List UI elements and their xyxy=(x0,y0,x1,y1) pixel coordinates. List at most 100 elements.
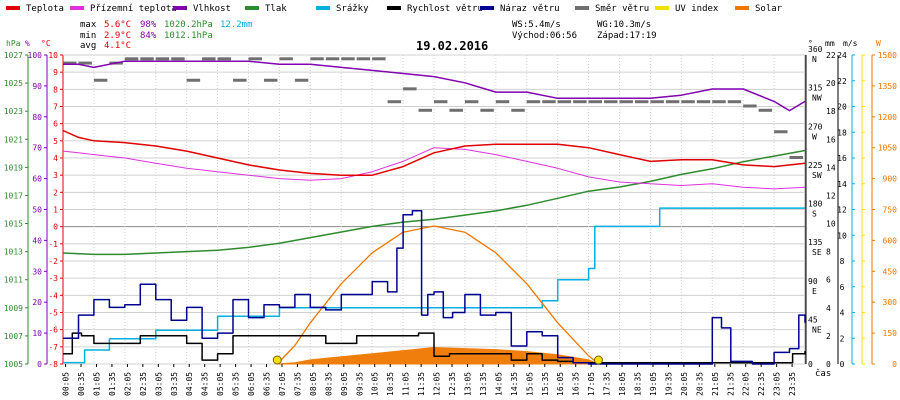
humidity-axis-tick-label: 20 xyxy=(32,298,42,307)
sunset-marker xyxy=(593,355,603,365)
legend-swatch xyxy=(655,6,669,10)
x-tick-label: 19:35 xyxy=(664,372,673,396)
wind-tick-label: 14 xyxy=(837,180,847,189)
temperature-axis-tick-label: 8 xyxy=(53,85,58,94)
direction-tick-label: 225 xyxy=(808,161,823,170)
pressure-axis-tick-label: 1007 xyxy=(4,332,23,341)
wind-direction-mark xyxy=(495,100,510,104)
solar-tick-label: 150 xyxy=(883,329,898,338)
wind-tick-label: 4 xyxy=(840,309,845,318)
x-tick-label: 08:05 xyxy=(309,372,318,396)
stat-min-label: min xyxy=(80,31,96,41)
legend-label: Tlak xyxy=(265,4,287,14)
wind-direction-mark xyxy=(449,108,463,112)
x-tick-label: 22:05 xyxy=(742,372,751,396)
direction-tick-label: SE xyxy=(812,248,822,257)
x-tick-label: 01:05 xyxy=(93,372,102,396)
humidity-axis-tick-label: 30 xyxy=(32,267,42,276)
pressure-axis-tick-label: 1005 xyxy=(4,360,23,369)
x-tick-label: 04:05 xyxy=(185,372,194,396)
x-tick-label: 11:35 xyxy=(417,372,426,396)
wind-direction-mark xyxy=(789,156,803,159)
rain-tick-label: 6 xyxy=(826,276,831,285)
solar-tick-label: 0 xyxy=(892,360,897,369)
direction-tick-label: 270 xyxy=(808,122,823,131)
wind-direction-mark xyxy=(217,57,232,61)
x-tick-label: 17:05 xyxy=(587,372,596,396)
legend-swatch xyxy=(387,6,401,10)
wind-direction-mark xyxy=(78,61,92,65)
wind-tick-label: 24 xyxy=(837,51,847,60)
humidity-axis-tick-label: 10 xyxy=(32,329,42,338)
x-tick-label: 01:35 xyxy=(108,372,117,396)
wind-direction-mark xyxy=(403,87,417,91)
wind-speed-line xyxy=(63,332,806,364)
wind-direction-mark xyxy=(743,104,757,108)
x-tick-label: 18:05 xyxy=(618,372,627,396)
stat-max-humidity: 98% xyxy=(140,20,157,30)
legend-swatch xyxy=(6,6,20,10)
wind-direction-mark xyxy=(124,57,139,61)
wind-direction-mark xyxy=(310,57,324,61)
legend-label: Srážky xyxy=(336,4,369,14)
x-tick-label: 09:35 xyxy=(355,372,364,396)
x-tick-label: 23:35 xyxy=(788,372,797,396)
stat-avg-label: avg xyxy=(80,41,96,51)
legend-label: Rychlost větru xyxy=(407,4,483,14)
legend-swatch xyxy=(316,6,330,10)
rain-tick-label: 22 xyxy=(826,51,836,60)
x-axis-label: čas xyxy=(815,368,831,379)
direction-tick-label: W xyxy=(812,132,817,141)
direction-tick-label: 0 xyxy=(808,360,813,369)
x-tick-label: 15:35 xyxy=(541,372,550,396)
x-tick-label: 05:35 xyxy=(232,372,241,396)
solar-tick-label: 900 xyxy=(883,175,898,184)
legend-label: Přízemní teplota xyxy=(90,4,177,14)
x-tick-label: 23:05 xyxy=(773,372,782,396)
legend-swatch xyxy=(245,6,259,10)
wind-direction-mark xyxy=(526,100,541,104)
legend-label: Teplota xyxy=(26,4,64,14)
legend-swatch xyxy=(735,6,749,10)
chart-title: 19.02.2016 xyxy=(416,39,488,53)
temperature-line xyxy=(62,129,806,176)
temperature-axis-tick-label: -2 xyxy=(48,257,58,266)
wind-direction-mark xyxy=(511,108,525,112)
wind-gust-line xyxy=(63,210,806,365)
legend-label: Solar xyxy=(755,4,783,14)
solar-tick-label: 1200 xyxy=(878,113,897,122)
wind-direction-mark xyxy=(681,100,695,104)
temperature-axis-tick-label: -3 xyxy=(48,274,58,283)
wind-axis-unit: m/s xyxy=(843,39,858,48)
temperature-axis-tick-label: -7 xyxy=(48,343,58,352)
solar-tick-label: 300 xyxy=(883,298,898,307)
wind-direction-mark xyxy=(727,100,742,104)
x-tick-label: 06:05 xyxy=(247,372,256,396)
pressure-axis-tick-label: 1027 xyxy=(4,51,23,60)
pressure-axis-tick-label: 1017 xyxy=(4,191,23,200)
x-tick-label: 06:35 xyxy=(263,372,272,396)
x-axis-ticks: 00:05 00:35 01:05 01:35 02:05 02:35 03:05 03:35… xyxy=(62,364,797,396)
ground-temperature-line xyxy=(62,147,806,190)
rain-tick-label: 16 xyxy=(826,135,836,144)
x-tick-label: 14:35 xyxy=(510,372,519,396)
x-tick-label: 10:35 xyxy=(386,372,395,396)
pressure-axis-tick-label: 1009 xyxy=(4,304,23,313)
stats-block: max 5.6°C 98% 1020.2hPa 12.2mm min 2.9°C… xyxy=(80,20,253,51)
direction-tick-label: E xyxy=(812,287,817,296)
wind-tick-label: 8 xyxy=(840,257,845,266)
rain-tick-label: 4 xyxy=(826,304,831,313)
humidity-axis-tick-label: 60 xyxy=(32,175,42,184)
wind-speed-info: WS:5.4m/s xyxy=(512,20,561,30)
stat-min-humidity: 84% xyxy=(140,31,157,41)
wind-direction-mark xyxy=(712,100,726,104)
x-tick-label: 20:05 xyxy=(680,372,689,396)
direction-tick-label: NE xyxy=(812,325,822,334)
wind-direction-mark xyxy=(155,57,170,61)
legend-label: Směr větru xyxy=(595,4,649,14)
humidity-axis-unit: % xyxy=(25,39,30,48)
x-tick-label: 02:05 xyxy=(123,372,132,396)
temperature-axis-tick-label: -4 xyxy=(48,291,58,300)
wind-direction-mark xyxy=(619,100,633,104)
